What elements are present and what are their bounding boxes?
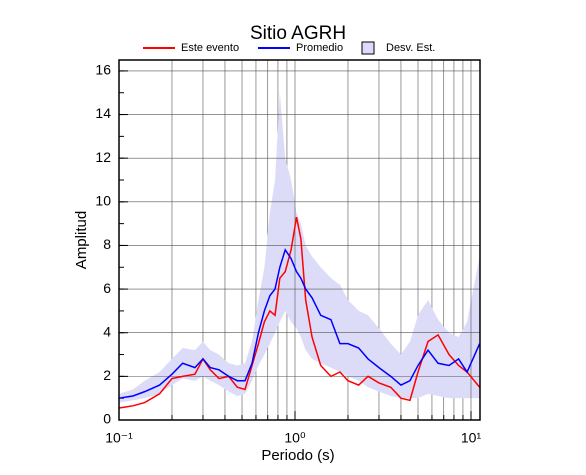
y-tick-label: 6	[103, 280, 111, 296]
series-line	[118, 248, 481, 399]
y-tick-label: 2	[103, 367, 111, 383]
y-tick-label: 12	[95, 149, 111, 165]
y-axis-label: Amplitud	[73, 211, 90, 269]
y-tick-label: 10	[95, 193, 111, 209]
legend-label: Este evento	[181, 42, 239, 54]
legend-label: Desv. Est.	[386, 42, 435, 54]
plot-frame	[118, 59, 481, 421]
chart-title: Sitio AGRH	[250, 23, 346, 44]
y-tick-label: 16	[95, 62, 111, 78]
legend-label: Promedio	[296, 42, 343, 54]
x-axis-label: Periodo (s)	[261, 447, 334, 464]
std-band	[119, 92, 480, 403]
y-tick-label: 4	[103, 323, 111, 339]
x-tick-label: 10¹	[461, 430, 482, 446]
x-tick-label: 10⁻¹	[105, 430, 133, 446]
y-tick-label: 14	[95, 105, 111, 121]
y-tick-label: 0	[103, 411, 111, 427]
x-tick-label: 10⁰	[284, 430, 306, 446]
y-tick-label: 8	[103, 236, 111, 252]
legend-swatch	[361, 41, 375, 55]
